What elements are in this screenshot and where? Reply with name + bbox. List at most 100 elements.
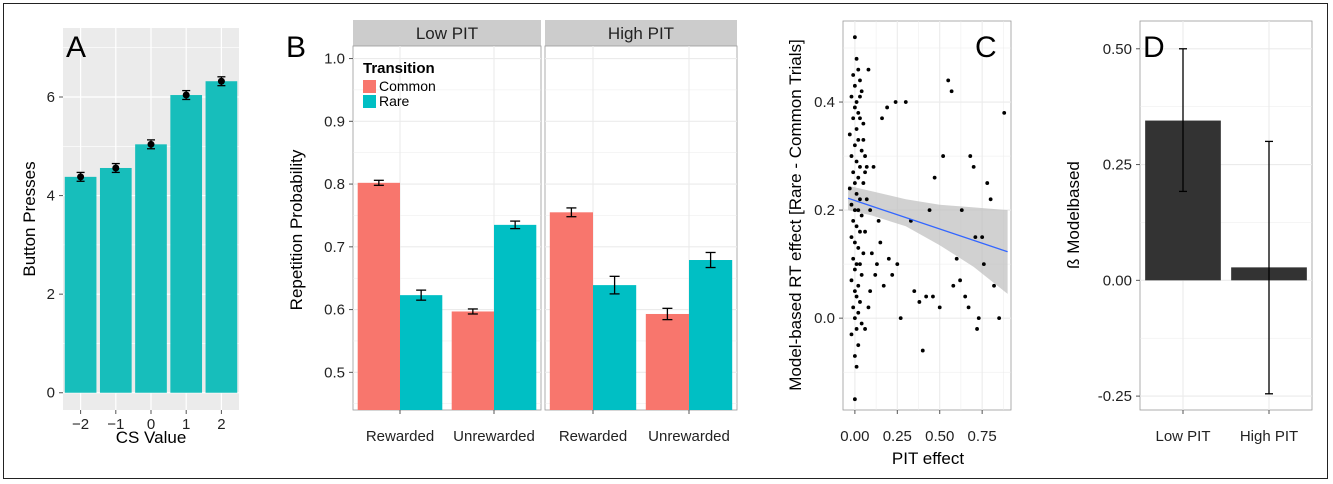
- data-point: [968, 154, 973, 158]
- legend: Transition Common Rare: [363, 60, 436, 109]
- data-point: [854, 224, 859, 229]
- error-bars: [76, 76, 226, 182]
- data-point: [864, 197, 869, 202]
- data-point: [946, 78, 951, 83]
- data-point: [858, 197, 862, 202]
- data-point: [881, 283, 886, 288]
- data-point: [866, 305, 871, 310]
- bar: [357, 182, 400, 410]
- y-tick-label: 0.25: [1103, 157, 1132, 174]
- data-point: [849, 332, 854, 337]
- data-point: [895, 262, 900, 267]
- data-point: [859, 89, 864, 94]
- facet-label-high-pit: High PIT: [608, 24, 674, 43]
- data-point: [868, 208, 873, 212]
- y-tick-labels: 0.5 0.6 0.7 0.8 0.9 1.0: [324, 51, 353, 381]
- data-point: [858, 78, 862, 83]
- data-point: [949, 89, 954, 94]
- bar: [400, 295, 443, 410]
- bar: [205, 81, 238, 393]
- data-point: [981, 262, 986, 267]
- y-tick-labels: -0.25 0.00 0.25 0.50: [1098, 41, 1140, 405]
- panel-b: Low PIT High PIT 0.5 0.6 0.7 0.8 0.9 1.0 Rewa…: [286, 20, 738, 445]
- data-point: [976, 316, 981, 321]
- y-tick-labels: 0 2 4 6: [47, 89, 63, 402]
- bar: [549, 212, 593, 410]
- data-point: [852, 105, 857, 110]
- legend-key-rare: [363, 95, 376, 108]
- bar: [494, 224, 537, 410]
- data-point: [997, 316, 1002, 321]
- data-point: [975, 327, 979, 331]
- y-axis-label: Repetition Probability: [287, 149, 306, 310]
- data-point: [992, 283, 996, 288]
- data-point: [863, 327, 867, 331]
- y-tick-labels: 0.0 0.2 0.4: [814, 94, 843, 327]
- data-point: [858, 164, 862, 169]
- x-tick-label: 0.25: [883, 428, 912, 445]
- data-point: [852, 83, 857, 88]
- panel-c: 0.00.20.4 0.00 0.25 0.50 0.75 C PIT effect …: [786, 20, 1012, 468]
- y-tick-label: 0.8: [324, 176, 345, 193]
- figure-frame: [3, 3, 1328, 479]
- data-point: [861, 121, 866, 126]
- data-point: [858, 300, 862, 304]
- bar: [170, 95, 203, 393]
- data-point: [937, 305, 942, 310]
- data-point: [878, 240, 883, 245]
- data-point: [852, 35, 857, 40]
- data-point: [856, 110, 861, 115]
- data-point: [856, 137, 861, 142]
- y-tick-label: 4: [47, 188, 55, 205]
- mean-point: [77, 173, 85, 181]
- data-point: [861, 137, 866, 142]
- data-point: [854, 159, 859, 164]
- data-point: [941, 154, 946, 158]
- data-point: [856, 208, 861, 212]
- data-point: [920, 348, 925, 353]
- x-tick-label: 0.50: [925, 428, 954, 445]
- data-point: [847, 186, 852, 191]
- bars: [64, 81, 238, 393]
- data-point: [856, 175, 861, 180]
- x-tick-label: 2: [217, 416, 225, 433]
- x-tick-labels: 0.00 0.25 0.50 0.75: [840, 410, 997, 445]
- bar: [689, 260, 733, 410]
- data-point: [898, 316, 903, 321]
- y-tick-label: 0.9: [324, 113, 345, 130]
- data-point: [851, 305, 856, 310]
- data-point: [849, 278, 854, 283]
- data-point: [859, 273, 864, 277]
- data-point: [863, 229, 867, 234]
- x-tick-label: Unrewarded: [648, 428, 730, 445]
- data-point: [893, 100, 898, 104]
- y-tick-label: 1.0: [324, 51, 345, 68]
- points: [847, 35, 1007, 402]
- regression-line: [847, 197, 1008, 253]
- x-tick-label: 0.00: [840, 428, 869, 445]
- data-point: [856, 246, 861, 250]
- data-point: [852, 316, 857, 321]
- x-tick-labels: Rewarded Unrewarded Rewarded Unrewarded: [366, 410, 730, 445]
- data-point: [856, 310, 861, 315]
- y-tick-label: 0: [47, 385, 55, 402]
- x-tick-label: 0: [147, 416, 155, 433]
- legend-title: Transition: [363, 60, 435, 77]
- data-point: [856, 283, 861, 288]
- data-point: [971, 164, 976, 169]
- mean-point: [217, 77, 225, 85]
- data-point: [852, 208, 857, 212]
- data-point: [863, 154, 867, 158]
- legend-label-rare: Rare: [379, 93, 410, 109]
- y-tick-label: 0.00: [1103, 272, 1132, 289]
- data-point: [988, 197, 993, 202]
- x-tick-labels: Low PIT High PIT: [1155, 410, 1298, 445]
- data-point: [847, 132, 852, 137]
- x-axis-label: PIT effect: [892, 449, 964, 468]
- data-point: [951, 283, 956, 288]
- y-tick-label: 0.7: [324, 239, 345, 256]
- y-tick-label: 0.2: [814, 202, 835, 219]
- data-point: [903, 100, 908, 104]
- bar: [593, 285, 637, 410]
- x-tick-label: 1: [182, 416, 190, 433]
